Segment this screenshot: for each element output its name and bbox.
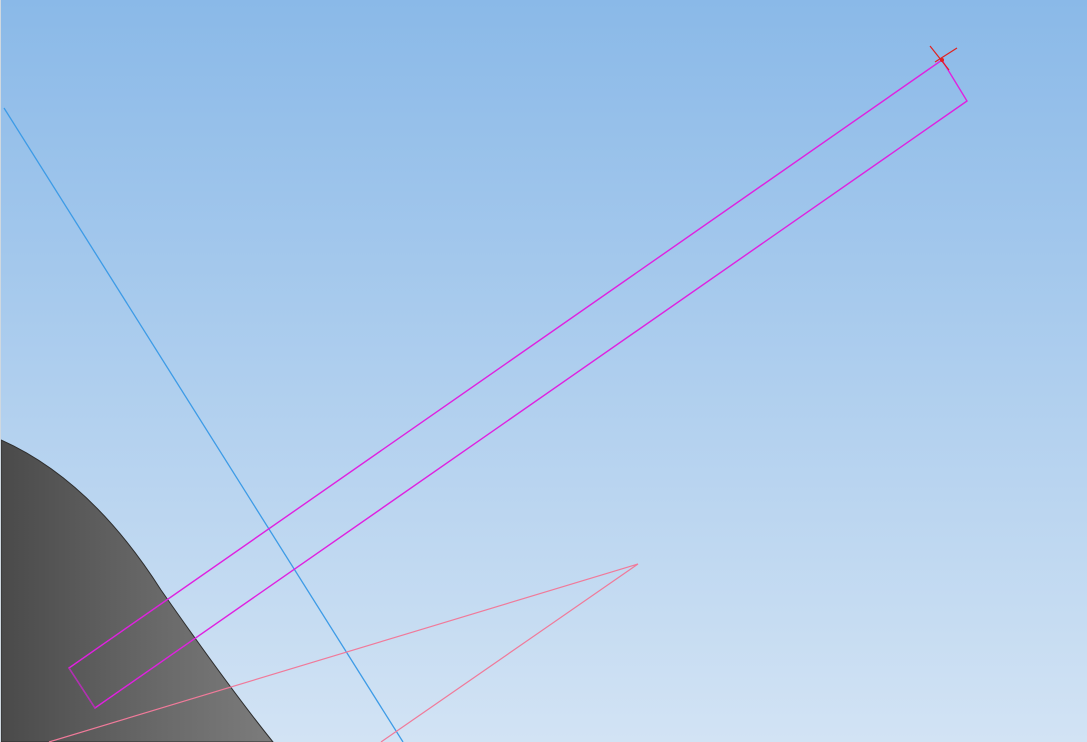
sketch-profile-rectangle[interactable]	[68, 59, 968, 709]
crosshair-icon[interactable]	[929, 45, 958, 71]
reference-triangle-sketch[interactable]	[48, 563, 639, 742]
construction-axis-line[interactable]	[3, 107, 404, 742]
solid-body-face[interactable]	[1, 439, 274, 742]
sketch-profile-edge	[68, 667, 96, 709]
